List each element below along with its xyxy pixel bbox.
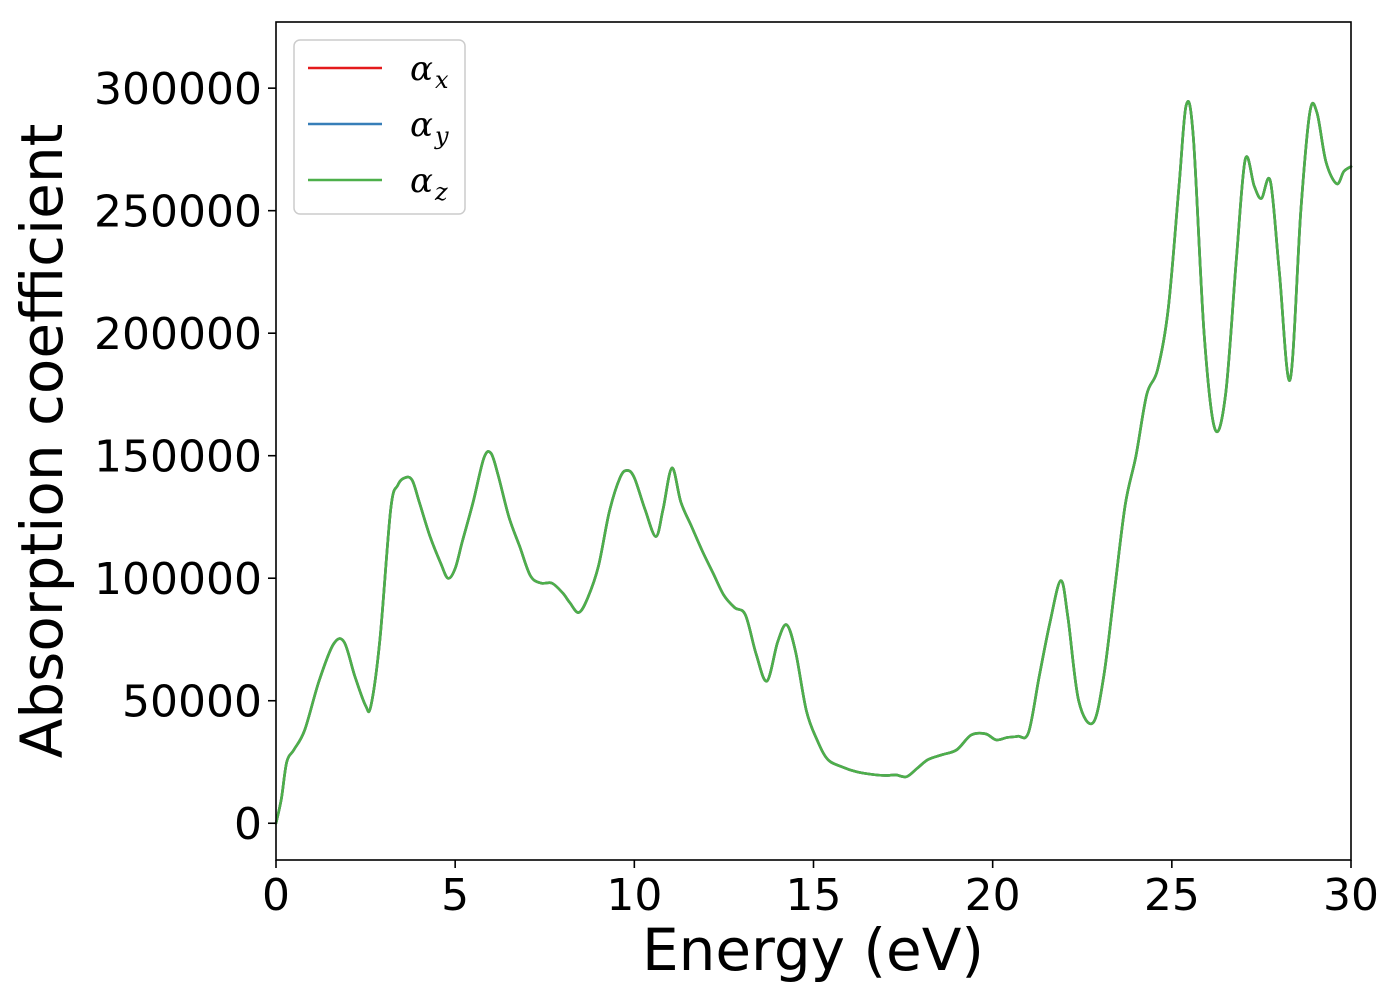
x-tick-label: 30: [1323, 870, 1379, 921]
x-tick-label: 20: [965, 870, 1021, 921]
y-tick-label: 100000: [94, 554, 262, 605]
y-tick-label: 50000: [122, 677, 262, 728]
series-line-alpha-z: [274, 100, 1353, 825]
y-tick-label: 250000: [94, 187, 262, 238]
y-axis-ticks: 0 50000 100000 150000 200000 250000 300000: [94, 64, 276, 850]
x-tick-label: 25: [1144, 870, 1200, 921]
y-tick-label: 0: [234, 799, 262, 850]
x-axis-ticks: 0 5 10 15 20 25 30: [262, 860, 1379, 921]
x-axis-label: Energy (eV): [642, 916, 984, 984]
y-tick-label: 200000: [94, 309, 262, 360]
x-tick-label: 5: [441, 870, 469, 921]
x-tick-label: 0: [262, 870, 290, 921]
y-tick-label: 150000: [94, 432, 262, 483]
x-tick-label: 15: [786, 870, 842, 921]
legend-box: [293, 39, 466, 215]
y-axis-label: Absorption coefficient: [8, 124, 76, 759]
x-tick-label: 10: [606, 870, 662, 921]
series-lines: [274, 100, 1353, 825]
y-tick-label: 300000: [94, 64, 262, 115]
